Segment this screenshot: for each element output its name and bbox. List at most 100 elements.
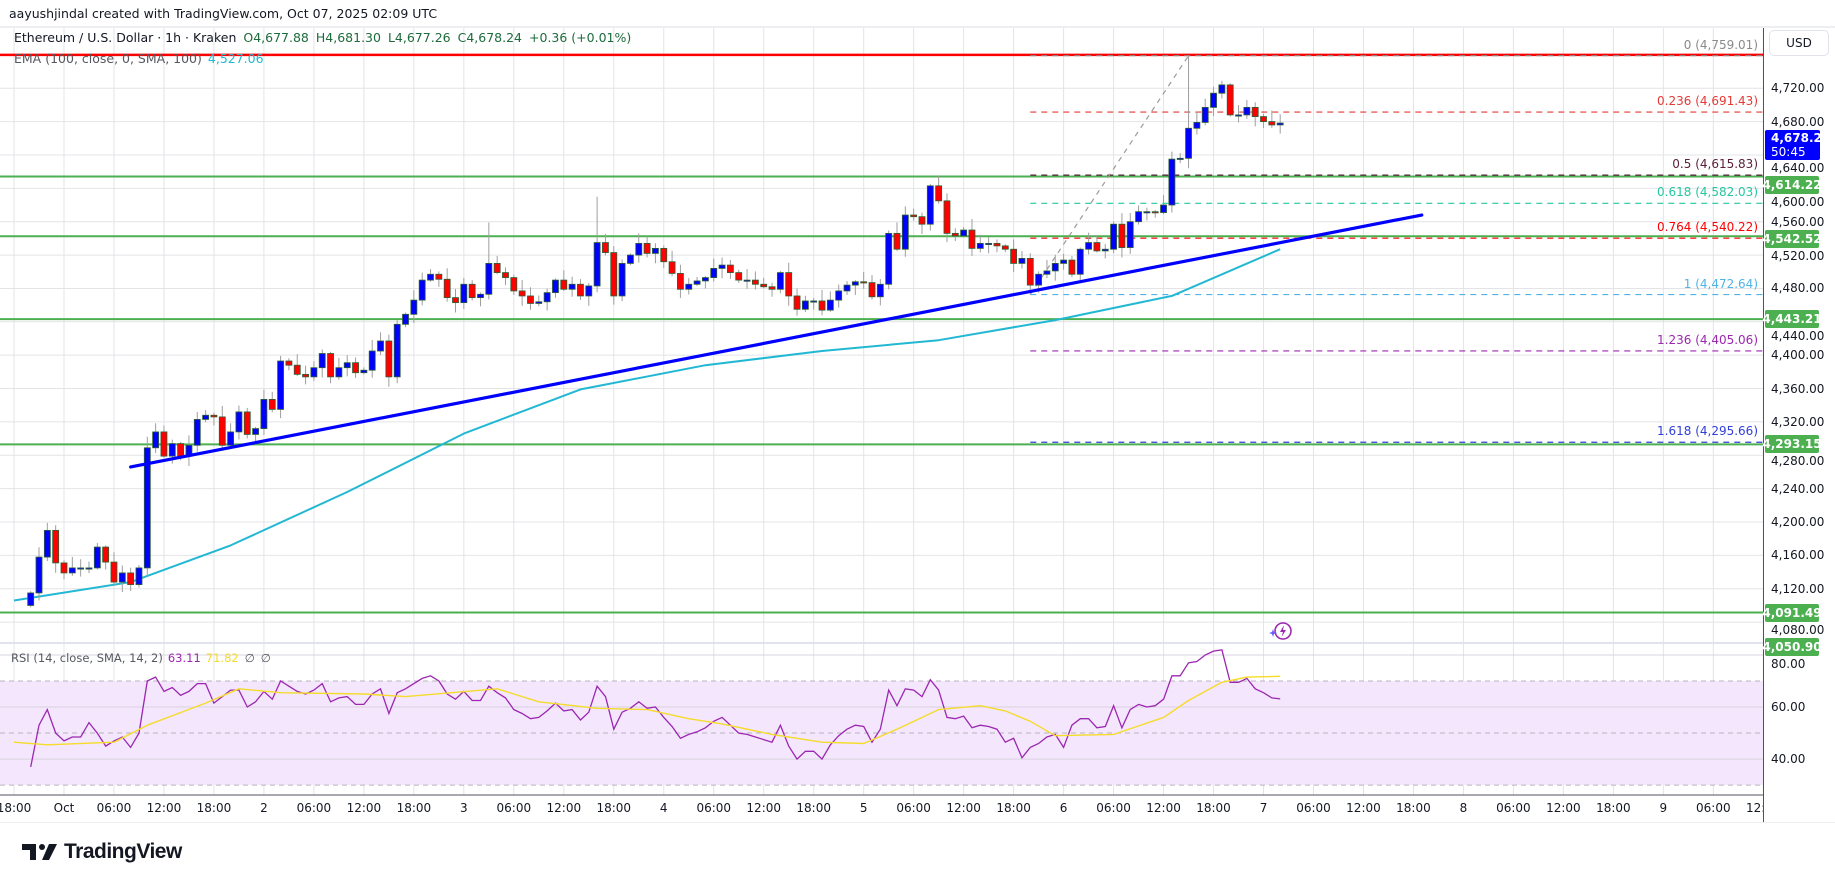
- candle-up: [27, 592, 35, 606]
- price-axis[interactable]: [1763, 28, 1835, 822]
- candle-up: [1085, 242, 1092, 250]
- candle-up: [1101, 248, 1109, 252]
- price-tick-label: 4,280.00: [1771, 454, 1825, 469]
- candle-up: [485, 263, 493, 295]
- chart-frame-top: [0, 26, 1835, 28]
- rsi-empty-value-1: ∅: [244, 651, 255, 665]
- price-tick-label: 4,640.00: [1771, 160, 1825, 175]
- rsi-legend[interactable]: RSI (14, close, SMA, 14, 2) 63.11 71.82 ∅ ∅: [11, 651, 271, 665]
- candle-down: [677, 273, 684, 290]
- candle-up: [402, 313, 409, 325]
- ema-legend[interactable]: EMA (100, close, 0, SMA, 100) 4,527.06: [14, 51, 264, 66]
- candle-up: [393, 323, 401, 378]
- rsi-label[interactable]: RSI (14, close, SMA, 14, 2): [11, 651, 163, 665]
- candle-up: [851, 281, 859, 286]
- open-value: O4,677.88: [243, 30, 309, 45]
- candle-down: [943, 200, 951, 234]
- candle-up: [118, 572, 126, 583]
- fibonacci-level-label: 1 (4,472.64): [1683, 276, 1758, 291]
- candle-up: [585, 285, 593, 297]
- candle-up: [318, 353, 326, 369]
- candle-down: [518, 290, 526, 297]
- tradingview-logo[interactable]: TradingView: [22, 840, 182, 864]
- candle-down: [327, 353, 334, 378]
- price-tick-label: 4,680.00: [1771, 114, 1825, 129]
- candle-up: [976, 242, 984, 249]
- candle-up: [1193, 122, 1201, 129]
- candle-down: [993, 242, 1001, 247]
- time-tick-label: 18:00: [1396, 801, 1431, 815]
- candle-down: [1093, 242, 1101, 252]
- candle-down: [493, 263, 501, 273]
- time-tick-label: 6: [1059, 801, 1068, 815]
- candle-down: [602, 242, 609, 253]
- candle-down: [177, 443, 185, 457]
- candle-down: [910, 214, 918, 218]
- price-tick-label: 4,360.00: [1771, 381, 1825, 396]
- price-tick-label: 4,720.00: [1771, 81, 1825, 96]
- candle-up: [835, 290, 843, 301]
- candle-up: [843, 284, 851, 292]
- candle-up: [1110, 223, 1117, 250]
- time-tick-label: 3: [460, 801, 468, 815]
- candle-down: [1001, 245, 1009, 250]
- time-tick-label: 8: [1459, 801, 1468, 815]
- candle-down: [527, 295, 534, 304]
- rsi-line: [30, 649, 1281, 768]
- tradingview-logo-icon: [22, 844, 57, 860]
- candle-up: [543, 292, 551, 303]
- candle-up: [477, 293, 484, 299]
- candle-down: [560, 279, 568, 290]
- candle-up: [68, 567, 76, 574]
- price-tick-label: 4,600.00: [1771, 194, 1825, 209]
- candle-down: [1010, 248, 1018, 264]
- candle-up: [77, 567, 85, 570]
- candle-up: [335, 367, 343, 378]
- candle-up: [35, 556, 43, 594]
- time-axis[interactable]: 18:00 Oct 06:00 12:00 18:00 2 06:00 12:00 18:00 3…: [0, 795, 1763, 822]
- candle-up: [1176, 157, 1184, 160]
- candle-up: [1218, 84, 1226, 94]
- rsi-tick-label: 80.00: [1771, 656, 1806, 671]
- candle-up: [1168, 158, 1176, 206]
- ascending-trendline: [129, 213, 1424, 469]
- candle-down: [268, 398, 276, 410]
- currency-button[interactable]: USD: [1769, 30, 1829, 56]
- time-tick-label: 18:00: [1596, 801, 1631, 815]
- fibonacci-level-label: 0.764 (4,540.22): [1657, 220, 1758, 235]
- price-level-label: 4,050.90: [1762, 637, 1822, 656]
- price-level-label: 4,443.21: [1762, 310, 1822, 329]
- candle-up: [826, 299, 834, 311]
- symbol-title[interactable]: Ethereum / U.S. Dollar · 1h · Kraken: [14, 30, 237, 45]
- candle-down: [352, 362, 359, 374]
- last-price-label: 4,678.24 50:45: [1765, 129, 1831, 160]
- high-value: H4,681.30: [315, 30, 381, 45]
- candle-up: [1126, 221, 1134, 248]
- candle-up: [568, 283, 576, 290]
- candle-up: [960, 229, 968, 237]
- candle-down: [218, 416, 226, 446]
- candle-down: [868, 282, 876, 298]
- last-price-value: 4,678.24: [1771, 130, 1831, 145]
- candle-down: [285, 360, 293, 366]
- ema-label[interactable]: EMA (100, close, 0, SMA, 100): [14, 51, 202, 66]
- price-tick-label: 4,440.00: [1771, 329, 1825, 344]
- time-tick-label: 06:00: [1696, 801, 1731, 815]
- candle-up: [93, 546, 101, 569]
- time-tick-label: 12:00: [746, 801, 782, 815]
- candle-up: [360, 369, 368, 374]
- candle-up: [427, 273, 434, 281]
- candle-up: [776, 272, 784, 290]
- candle-down: [110, 561, 118, 583]
- time-tick-label: 18:00: [596, 801, 632, 815]
- symbol-legend[interactable]: Ethereum / U.S. Dollar · 1h · Kraken O4,…: [14, 30, 631, 45]
- candle-up: [885, 232, 893, 285]
- price-pane: [0, 53, 1763, 614]
- time-tick-label: 18:00: [196, 801, 232, 815]
- candle-up: [926, 185, 934, 225]
- candle-up: [202, 414, 210, 420]
- lightning-alert-icon[interactable]: [1268, 620, 1294, 644]
- rsi-value: 63.11: [167, 651, 201, 665]
- fibonacci-level-label: 0.5 (4,615.83): [1672, 157, 1758, 172]
